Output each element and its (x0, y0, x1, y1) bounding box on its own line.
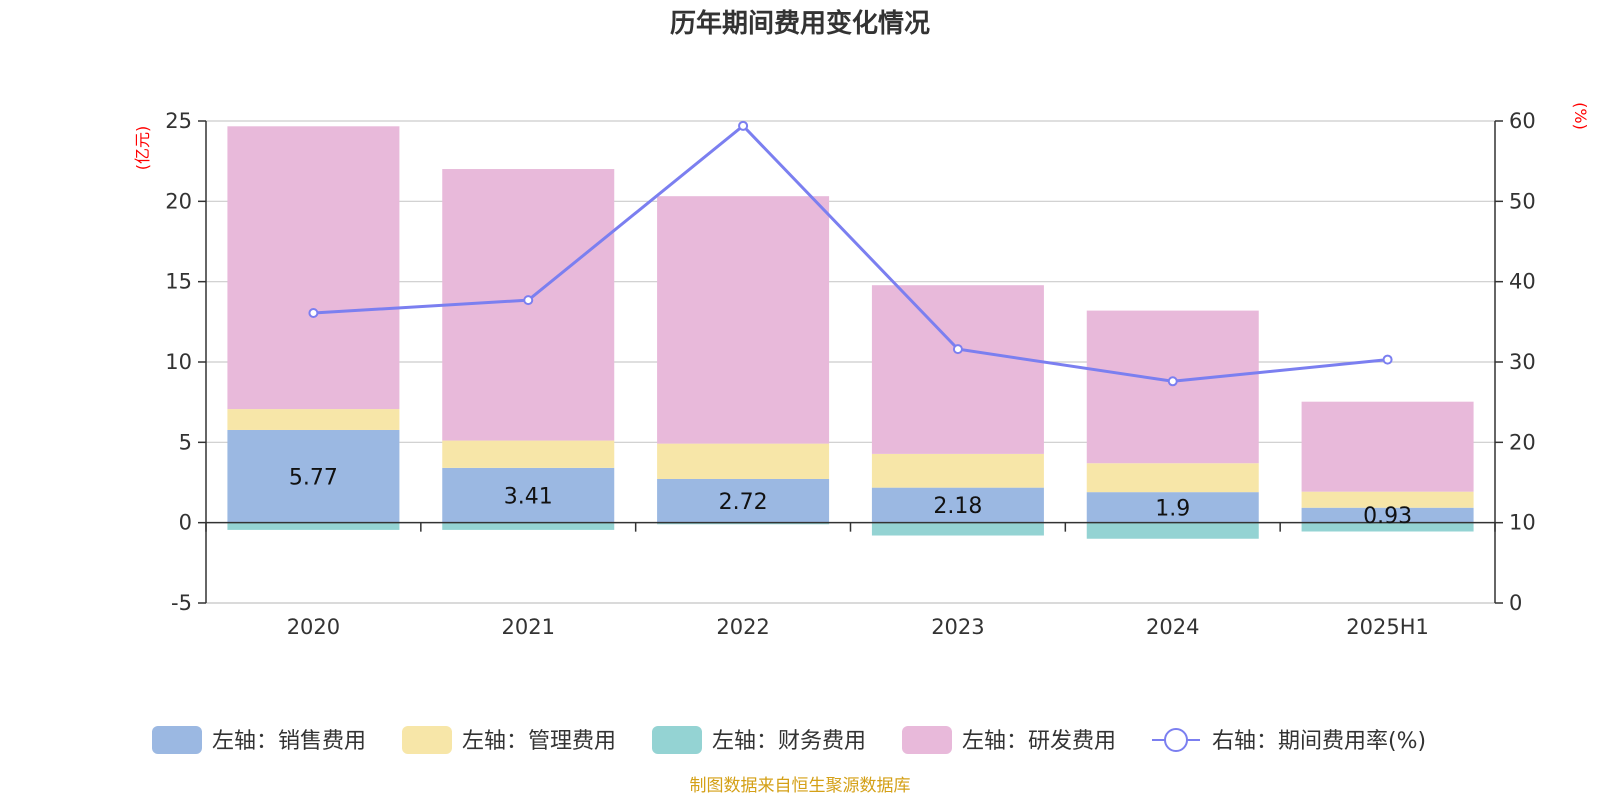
x-axis-tick-label: 2020 (287, 615, 340, 639)
right-axis-tick-label: 60 (1509, 109, 1536, 133)
left-axis-unit: (亿元) (133, 126, 152, 171)
rate-line-path (313, 123, 1388, 383)
bar-data-label: 2.72 (719, 490, 768, 515)
left-axis-tick-label: 15 (165, 270, 192, 294)
x-axis-tick-label: 2022 (716, 615, 769, 639)
bar-data-label: 3.41 (504, 484, 553, 509)
bar-左轴：研发费用 (1086, 310, 1259, 464)
left-axis-tick-label: -5 (171, 591, 192, 615)
bar-左轴：研发费用 (871, 285, 1044, 454)
bar-左轴：管理费用 (871, 453, 1044, 488)
legend-swatch (902, 726, 952, 754)
right-axis-tick-label: 10 (1509, 511, 1536, 535)
legend-swatch (152, 726, 202, 754)
rate-point (738, 120, 749, 131)
legend-swatch (652, 726, 702, 754)
left-axis-tick-label: 0 (179, 511, 192, 535)
rate-line (308, 120, 1393, 387)
right-axis-tick-label: 20 (1509, 430, 1536, 454)
bar-左轴：销售费用 (442, 467, 615, 523)
x-axis-tick-label: 2025H1 (1346, 615, 1429, 639)
bar-data-label: 1.9 (1155, 496, 1190, 521)
data-labels: 5.77 3.41 2.72 2.18 1.9 0.93 (289, 465, 1412, 529)
bar-左轴：管理费用 (657, 443, 830, 479)
bar-左轴：财务费用 (657, 522, 830, 525)
bar-data-label: 5.77 (289, 465, 338, 490)
bar-左轴：财务费用 (227, 522, 400, 530)
bar-左轴：销售费用 (1301, 507, 1474, 523)
bar-左轴：管理费用 (1301, 491, 1474, 508)
rate-point (308, 307, 319, 318)
legend: 左轴：销售费用 左轴：管理费用 左轴：财务费用 左轴：研发费用 右轴：期间费用率(%) (152, 726, 1426, 754)
bar-左轴：管理费用 (1086, 463, 1259, 493)
bar-data-label: 0.93 (1363, 504, 1412, 529)
legend-label: 右轴：期间费用率(%) (1212, 729, 1426, 754)
right-axis-unit: (%) (1571, 102, 1590, 130)
bar-左轴：财务费用 (1086, 522, 1259, 539)
bar-左轴：销售费用 (871, 487, 1044, 523)
rate-point (952, 344, 963, 355)
rate-point (523, 295, 534, 306)
rate-point (1167, 376, 1178, 387)
left-axis-tick-label: 10 (165, 350, 192, 374)
legend-swatch (402, 726, 452, 754)
left-axis-tick-label: 20 (165, 189, 192, 213)
x-axis-tick-label: 2023 (931, 615, 984, 639)
bar-左轴：财务费用 (442, 522, 615, 530)
bar-左轴：财务费用 (1301, 522, 1474, 532)
chart-title: 历年期间费用变化情况 (670, 8, 930, 39)
legend-label: 左轴：财务费用 (712, 729, 866, 754)
bar-左轴：研发费用 (227, 126, 400, 410)
bar-左轴：财务费用 (871, 522, 1044, 536)
grid-lines (206, 120, 1495, 604)
bar-左轴：研发费用 (1301, 401, 1474, 492)
legend-label: 左轴：销售费用 (212, 729, 366, 754)
right-axis-tick-label: 50 (1509, 189, 1536, 213)
bars (227, 126, 1474, 539)
right-axis-tick-label: 0 (1509, 591, 1522, 615)
right-axis-tick-label: 30 (1509, 350, 1536, 374)
bar-左轴：管理费用 (227, 409, 400, 430)
bar-左轴：销售费用 (227, 429, 400, 523)
bar-data-label: 2.18 (933, 494, 982, 519)
left-axis-tick-label: 5 (179, 430, 192, 454)
bar-左轴：研发费用 (657, 196, 830, 444)
legend-line-marker (1164, 728, 1188, 752)
x-axis-tick-label: 2021 (502, 615, 555, 639)
legend-label: 左轴：研发费用 (962, 729, 1116, 754)
right-axis-tick-label: 40 (1509, 270, 1536, 294)
bar-左轴：销售费用 (1086, 492, 1259, 523)
source-note: 制图数据来自恒生聚源数据库 (690, 776, 911, 796)
bar-左轴：销售费用 (657, 478, 830, 523)
legend-label: 左轴：管理费用 (462, 729, 616, 754)
rate-point (1382, 354, 1393, 365)
x-axis-tick-label: 2024 (1146, 615, 1199, 639)
bar-左轴：管理费用 (442, 440, 615, 468)
left-axis-tick-label: 25 (165, 109, 192, 133)
